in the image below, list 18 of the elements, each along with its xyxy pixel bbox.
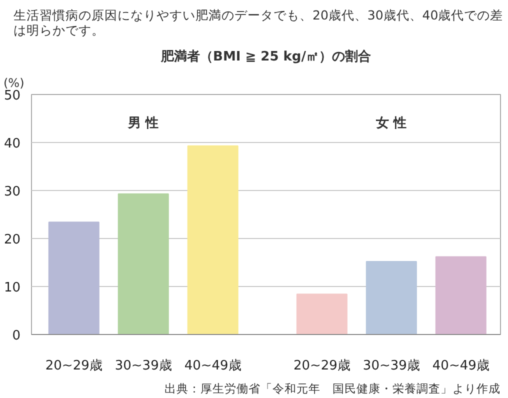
- x-tick-label: 40~49歳: [432, 358, 490, 374]
- source-note: 出典：厚生労働省「令和元年 国民健康・栄養調査」より作成: [164, 382, 500, 396]
- y-tick-label: 40: [4, 136, 21, 152]
- y-tick-label: 20: [4, 232, 21, 248]
- x-tick-label: 20~29歳: [45, 358, 102, 374]
- annotation: 男 性: [127, 116, 159, 131]
- x-tick-label: 30~39歳: [362, 358, 420, 374]
- x-tick-label: 30~39歳: [114, 358, 172, 374]
- x-tick-label: 20~29歳: [293, 358, 350, 374]
- y-tick-label: 0: [12, 328, 21, 344]
- chart-subtitle: 生活習慣病の原因になりやすい肥満のデータでも、20歳代、30歳代、40歳代での差は明らかです。: [14, 8, 504, 38]
- y-axis-title: (%): [4, 76, 24, 90]
- y-tick-label: 30: [4, 184, 21, 200]
- x-tick-label: 40~49歳: [184, 358, 242, 374]
- annotation: 女 性: [375, 116, 407, 131]
- chart-title: 肥満者（BMI ≧ 25 kg/㎡）の割合: [160, 48, 371, 64]
- y-tick-label: 50: [4, 88, 21, 104]
- y-tick-label: 10: [4, 280, 21, 296]
